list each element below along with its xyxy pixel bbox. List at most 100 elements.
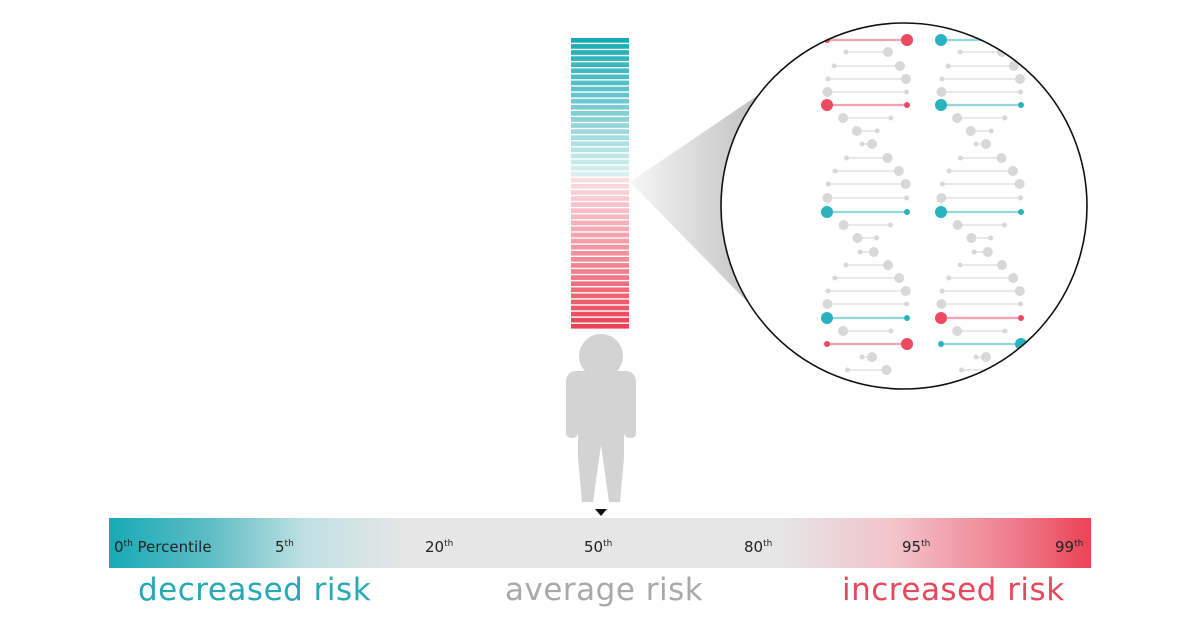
dna-base bbox=[952, 113, 963, 123]
variant-bar bbox=[571, 244, 629, 250]
variant-dot bbox=[935, 34, 947, 46]
dna-base bbox=[822, 87, 833, 97]
dna-base bbox=[936, 299, 947, 309]
dna-base bbox=[831, 63, 837, 69]
dna-base bbox=[981, 352, 991, 362]
triangle-down-icon bbox=[595, 509, 607, 516]
dna-base bbox=[1018, 301, 1024, 307]
dna-base bbox=[973, 354, 979, 360]
percentile-scale-bar bbox=[109, 518, 1091, 568]
variant-bar bbox=[571, 92, 629, 98]
tick-label: 99th bbox=[1055, 538, 1083, 556]
tick-number: 5 bbox=[275, 538, 285, 556]
variant-bar bbox=[571, 50, 629, 55]
dna-base bbox=[981, 139, 991, 149]
variant-bar bbox=[571, 129, 629, 134]
dna-base bbox=[859, 354, 865, 360]
variant-bar bbox=[571, 171, 629, 177]
dna-base bbox=[973, 141, 979, 147]
dna-base bbox=[971, 249, 977, 255]
dna-base bbox=[843, 49, 849, 55]
variant-dot-small bbox=[938, 341, 944, 347]
tick-label: 20th bbox=[425, 538, 453, 556]
dna-base bbox=[822, 299, 833, 309]
variant-dot-small bbox=[904, 209, 910, 215]
dna-base bbox=[874, 128, 880, 134]
tick-number: 0 bbox=[114, 538, 124, 556]
dna-base bbox=[825, 288, 831, 294]
tick-ordinal: th bbox=[1074, 539, 1083, 549]
dna-base bbox=[946, 275, 952, 281]
variant-bar bbox=[571, 184, 629, 189]
dna-base bbox=[857, 249, 863, 255]
variant-bar bbox=[571, 220, 629, 226]
dna-base bbox=[957, 262, 963, 268]
variant-bar bbox=[571, 299, 629, 305]
tick-ordinal: th bbox=[921, 539, 930, 549]
average-risk-label: average risk bbox=[505, 572, 704, 608]
variant-dot bbox=[901, 34, 913, 46]
tick-ordinal: th bbox=[124, 539, 133, 549]
dna-base bbox=[867, 139, 877, 149]
tick-ordinal: th bbox=[603, 539, 612, 549]
dna-base bbox=[900, 286, 911, 296]
variant-dot bbox=[935, 99, 947, 111]
tick-ordinal: th bbox=[444, 539, 453, 549]
variant-bar bbox=[571, 68, 629, 74]
dna-base bbox=[901, 74, 911, 84]
person-silhouette-icon bbox=[566, 334, 636, 502]
variant-bar bbox=[571, 287, 629, 293]
dna-base bbox=[959, 367, 964, 373]
variant-bar bbox=[571, 257, 629, 262]
percentile-ticks: 0th Percentile 5th 20th 50th 80th 95th 99th bbox=[114, 538, 1083, 556]
increased-risk-label: increased risk bbox=[842, 572, 1065, 608]
dna-base bbox=[881, 365, 892, 375]
dna-base bbox=[965, 126, 976, 136]
variant-dot bbox=[821, 312, 833, 324]
variant-dot-small bbox=[904, 315, 910, 321]
variant-bar bbox=[571, 98, 629, 104]
variant-dot-small bbox=[1018, 315, 1024, 321]
tick-ordinal: th bbox=[285, 539, 294, 549]
dna-base bbox=[883, 260, 893, 270]
variant-dot bbox=[821, 206, 833, 218]
magnifier-circle bbox=[721, 23, 1087, 389]
dna-base bbox=[874, 235, 880, 241]
variant-dot bbox=[821, 99, 833, 111]
variant-bar bbox=[571, 38, 629, 43]
dna-base bbox=[832, 168, 838, 174]
variant-bar bbox=[571, 293, 629, 299]
dna-base bbox=[939, 288, 945, 294]
tick-number: 99 bbox=[1055, 538, 1074, 556]
dna-base bbox=[936, 87, 947, 97]
dna-base bbox=[887, 222, 893, 228]
dna-base bbox=[1002, 328, 1008, 334]
dna-base bbox=[1008, 273, 1019, 283]
variant-dot bbox=[935, 206, 947, 218]
dna-base bbox=[1018, 89, 1023, 95]
dna-base bbox=[946, 168, 952, 174]
tick-number: 50 bbox=[584, 538, 603, 556]
dna-base bbox=[1014, 286, 1025, 296]
variant-bar bbox=[571, 147, 629, 153]
dna-base bbox=[852, 233, 863, 243]
dna-base bbox=[957, 49, 963, 55]
dna-base bbox=[945, 63, 951, 69]
variant-bar bbox=[571, 317, 629, 323]
variant-dot-small bbox=[1018, 102, 1024, 108]
variant-bar bbox=[571, 62, 629, 68]
variant-dot bbox=[901, 338, 913, 350]
variant-bar bbox=[571, 263, 629, 268]
dna-base bbox=[843, 262, 849, 268]
variant-bar bbox=[571, 281, 629, 287]
variant-bar bbox=[571, 226, 629, 232]
dna-base bbox=[825, 76, 831, 82]
dna-base bbox=[893, 166, 904, 176]
variant-bar bbox=[571, 104, 629, 110]
tick-label: 95th bbox=[902, 538, 930, 556]
tick-label: 50th bbox=[584, 538, 612, 556]
variant-bar bbox=[571, 111, 629, 116]
variant-dot-small bbox=[1018, 37, 1024, 43]
tick-number: 95 bbox=[902, 538, 921, 556]
